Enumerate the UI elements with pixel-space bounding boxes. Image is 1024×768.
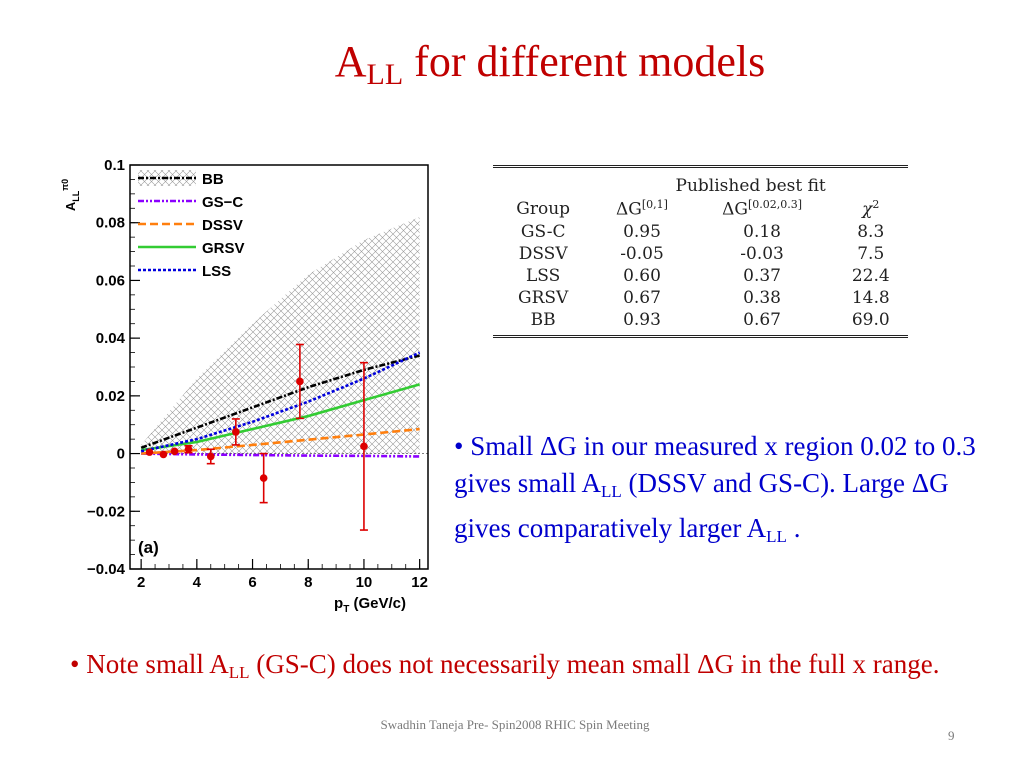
y-tick-label: −0.02	[87, 503, 125, 520]
legend-label: BB	[202, 171, 224, 188]
table-row: BB 0.93 0.67 69.0	[493, 309, 908, 331]
title-a: A	[334, 37, 367, 86]
title-subscript: LL	[366, 58, 404, 91]
data-point	[360, 442, 368, 451]
curve-lss	[140, 351, 421, 453]
y-tick-label: 0.06	[96, 272, 125, 289]
panel-label: (a)	[138, 538, 159, 557]
x-tick-label: 4	[193, 574, 202, 591]
y-tick-label: 0.02	[96, 388, 125, 405]
table-cell: 0.95	[623, 221, 661, 242]
footer-text: Swadhin Taneja Pre- Spin2008 RHIC Spin M…	[380, 717, 650, 732]
table-cell: 0.37	[743, 265, 781, 286]
table-cell: DSSV	[518, 243, 568, 264]
table-cell: 14.8	[851, 287, 890, 308]
col-dg-full-header: ΔG[0,1]	[616, 198, 668, 220]
x-tick-label: 10	[356, 574, 373, 591]
table-cell: 0.67	[743, 309, 781, 330]
curve-bb	[140, 354, 420, 450]
y-tick-label: 0.04	[96, 330, 126, 347]
data-point	[159, 450, 168, 459]
table-cell: 0.60	[623, 265, 661, 286]
col-group-header: Group	[516, 198, 571, 219]
x-tick-label: 12	[411, 574, 428, 591]
asymmetry-plot: −0.04 −0.02 0 0.02 0.04 0.06 0.08 0.1 2 4 6 8 10 12 B…	[60, 157, 429, 615]
title-rest: for different models	[403, 37, 766, 86]
data-point	[170, 447, 179, 456]
table-row: DSSV -0.05 -0.03 7.5	[493, 243, 908, 265]
table-row: GRSV 0.67 0.38 14.8	[493, 287, 908, 309]
table-cell: GRSV	[518, 287, 569, 308]
table-cell: -0.05	[620, 243, 664, 264]
legend-label: LSS	[202, 263, 231, 280]
table-cell: 0.93	[623, 309, 661, 330]
legend-label: DSSV	[202, 217, 243, 234]
y-tick-label: 0.08	[96, 215, 125, 232]
data-point	[206, 452, 215, 461]
data-point	[184, 445, 193, 454]
data-point	[259, 474, 268, 482]
table-cell: 0.67	[623, 287, 661, 308]
bullet-measured-region: • Small ΔG in our measured x region 0.02…	[454, 431, 976, 546]
col-dg-measured-header: ΔG[0.02,0.3]	[722, 198, 803, 220]
best-fit-table: Published best fit Group ΔG[0,1] ΔG[0.02…	[493, 165, 908, 338]
y-tick-label: 0.1	[104, 157, 125, 174]
table-header-row: Group ΔG[0,1] ΔG[0.02,0.3] χ2	[493, 197, 908, 221]
table-cell: LSS	[526, 265, 561, 286]
table-cell: GS-C	[520, 221, 566, 242]
table-row: GS-C 0.95 0.18 8.3	[493, 221, 908, 243]
table-cell: 0.18	[743, 221, 781, 242]
bb-uncertainty-band	[141, 216, 420, 454]
table-cell: 0.38	[743, 287, 781, 308]
x-tick-label: 8	[304, 574, 312, 591]
table-cell: -0.03	[740, 243, 784, 264]
x-axis-label: pT (GeV/c)	[334, 595, 406, 615]
y-tick-label: 0	[117, 446, 125, 463]
x-tick-label: 6	[248, 574, 256, 591]
col-chi2-header: χ2	[862, 198, 880, 220]
table-cell: 7.5	[857, 243, 885, 264]
table-super-header: Published best fit	[675, 176, 826, 196]
table-cell: 8.3	[857, 221, 885, 242]
page-number: 9	[948, 728, 955, 743]
legend-label: GRSV	[202, 240, 245, 257]
legend-label: GS−C	[202, 194, 243, 211]
data-point	[232, 428, 240, 436]
data-point	[145, 448, 154, 456]
table-cell: 69.0	[851, 309, 890, 330]
x-tick-label: 2	[137, 574, 145, 591]
table-cell: 22.4	[851, 265, 890, 286]
curve-grsv	[140, 383, 421, 452]
y-tick-label: −0.04	[87, 561, 126, 578]
curve-dssv	[141, 427, 420, 455]
data-point	[296, 377, 304, 386]
bullet-note: • Note small ALL (GS-C) does not necessa…	[70, 649, 940, 682]
y-axis-label: ALLπ0	[60, 179, 81, 211]
curve-gsc	[141, 452, 420, 458]
slide-title: ALL for different models	[0, 36, 1024, 92]
table-cell: BB	[530, 309, 556, 330]
table-row: LSS 0.60 0.37 22.4	[493, 265, 908, 287]
